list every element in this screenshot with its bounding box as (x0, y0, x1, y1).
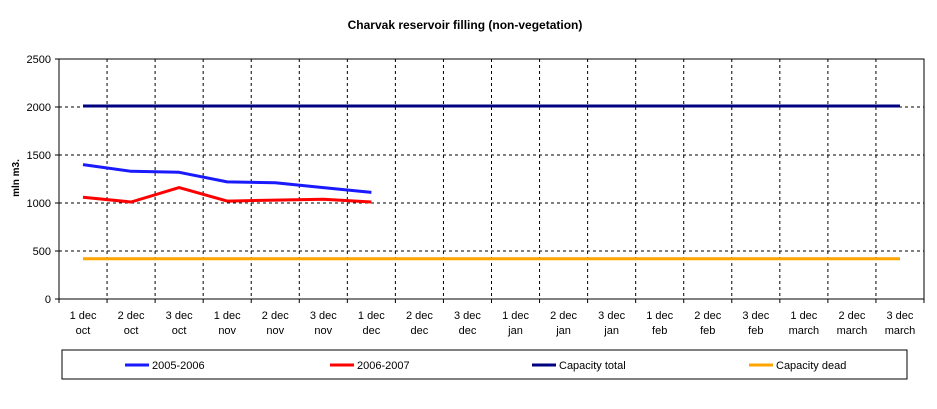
x-tick-label: 3 dec jan (598, 310, 625, 337)
y-tick-label: 0 (45, 294, 51, 306)
y-tick-label: 2000 (27, 102, 51, 114)
legend: 2005-2006 2006-2007 Capacity total Capacity… (61, 349, 908, 380)
x-tick-label: 3 dec oct (166, 310, 193, 337)
x-tick-label: 1 dec nov (214, 310, 241, 337)
x-tick-label: 2 dec jan (550, 310, 577, 337)
x-tick-label: 1 dec march (789, 310, 820, 337)
plot-area: 0 500 1000 1500 2000 2500 1 dec oct 2 dec oct 3 de… (27, 54, 925, 337)
x-tick-label: 2 dec oct (118, 310, 145, 337)
series-line-2006-2007 (82, 186, 372, 204)
x-tick-label: 1 dec jan (502, 310, 529, 337)
legend-label-capacity-total: Capacity total (559, 360, 626, 372)
x-tick-label: 1 dec feb (646, 310, 673, 337)
legend-label-2005-2006: 2005-2006 (152, 360, 205, 372)
y-tick-label: 500 (33, 246, 51, 258)
x-tick-label: 3 dec feb (742, 310, 769, 337)
x-tick-label: 1 dec oct (70, 310, 97, 337)
x-tick-label: 2 dec dec (406, 310, 433, 337)
chart-title: Charvak reservoir filling (non-vegetatio… (348, 18, 583, 32)
x-tick-label: 3 dec dec (454, 310, 481, 337)
x-tick-label: 1 dec dec (358, 310, 385, 337)
x-tick-label: 3 dec march (885, 310, 916, 337)
y-tick-label: 1500 (27, 150, 51, 162)
y-tick-label: 1000 (27, 198, 51, 210)
legend-label-2006-2007: 2006-2007 (357, 360, 410, 372)
y-tick-label: 2500 (27, 54, 51, 66)
x-tick-label: 2 dec march (837, 310, 868, 337)
x-tick-label: 2 dec feb (694, 310, 721, 337)
legend-label-capacity-dead: Capacity dead (776, 360, 846, 372)
series-line-2005-2006 (82, 163, 372, 194)
y-axis-label: mln m3. (11, 159, 22, 197)
x-tick-label: 2 dec nov (262, 310, 289, 337)
x-tick-label: 3 dec nov (310, 310, 337, 337)
